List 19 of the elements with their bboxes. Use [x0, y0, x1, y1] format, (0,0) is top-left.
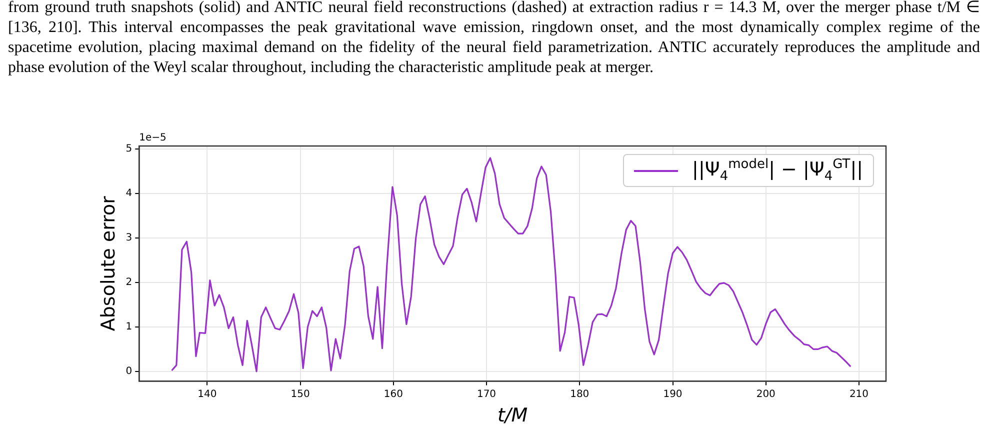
- text: from ground truth snapshots (solid) and ANTIC neural field reconstructions (dashed) at extraction radius r = 14.3 M, over the merger phase t/M ∈ [136, 210]. This interval encompasses the peak gravitational wave emission, ringdown onset, and the most dynamically complex regime of the spacetime evolution, placing maximal demand on the fidelity of the neural field parametrization. ANTIC accurately reproduces the amplitude and phase evolution of the Weyl scalar throughout, including the characteristic amplitude peak at merger.: [8, 0, 980, 78]
- legend-label: ||Ψ$_{4}$$^{model}$| − |Ψ$_{4}$$^{GT}$||: [692, 157, 863, 184]
- x-axis-title: t/M: [497, 404, 528, 427]
- y-tick-label: 2: [126, 277, 132, 288]
- x-tick-label: 210: [849, 388, 869, 400]
- x-tick-label: 160: [384, 388, 403, 400]
- y-axis-title: Absolute error: [97, 196, 120, 332]
- x-tick-label: 200: [756, 388, 776, 400]
- x-tick-label: 190: [663, 388, 682, 400]
- y-tick-label: 4: [126, 188, 132, 200]
- y-tick-label: 3: [126, 232, 132, 244]
- text: 1e−5: [139, 132, 166, 144]
- x-tick-label: 170: [476, 388, 496, 400]
- x-tick-label: 140: [198, 388, 217, 400]
- y-tick-label: 5: [126, 144, 132, 155]
- x-tick-label: 150: [290, 388, 310, 400]
- y-tick-label: 1: [126, 322, 132, 333]
- y-tick-label: 0: [126, 366, 132, 378]
- x-tick-label: 180: [570, 388, 590, 400]
